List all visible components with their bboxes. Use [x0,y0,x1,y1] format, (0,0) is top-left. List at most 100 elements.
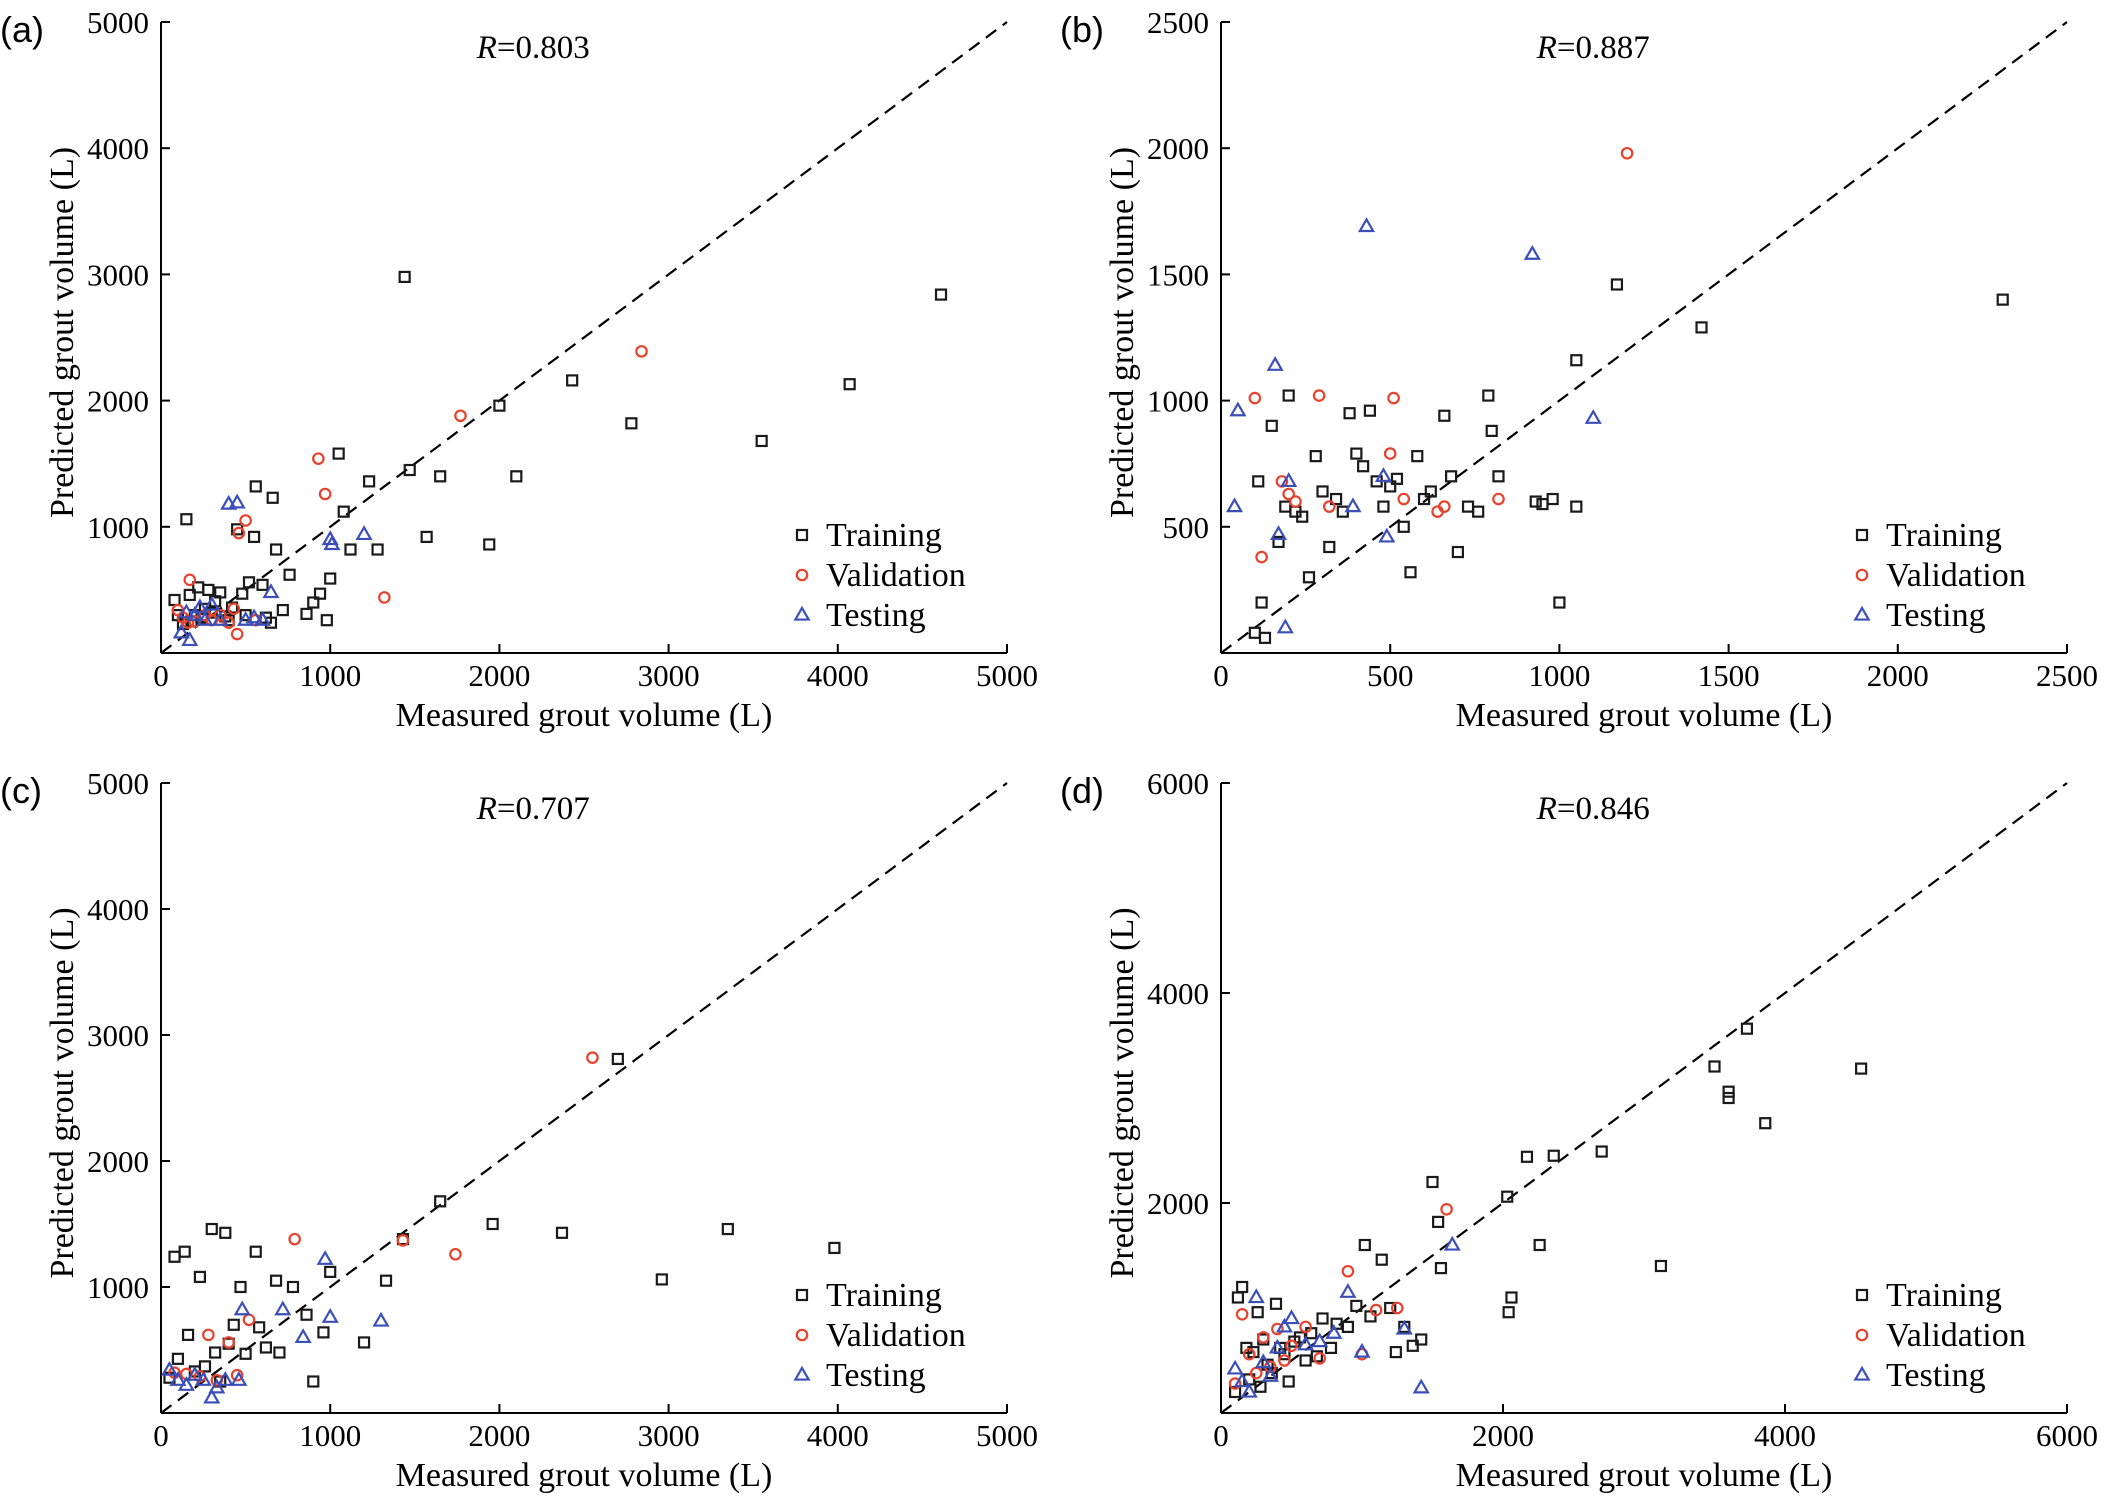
x-axis-label: Measured grout volume (L) [396,697,773,734]
data-point [324,1265,337,1278]
data-point [1302,571,1316,584]
data-point [1236,1280,1249,1294]
data-point [755,434,768,448]
data-point [372,1311,390,1327]
legend-marker [1855,1288,1869,1302]
data-point [1357,460,1370,473]
data-point [288,1232,301,1246]
data-point [247,530,261,543]
data-point [1252,475,1265,488]
data-point [225,601,239,614]
data-point [211,610,229,626]
x-tick-label: 4000 [807,658,869,693]
x-tick-label: 1000 [1528,658,1590,693]
r-value-label: R=0.887 [1536,30,1650,66]
data-point [483,538,496,551]
data-point [324,572,337,585]
data-point [181,631,199,647]
data-point [186,1365,204,1381]
legend-marker [793,1365,811,1381]
data-point [234,1280,247,1294]
data-point [1296,510,1309,523]
data-point [180,513,193,526]
series-testing [160,1250,390,1404]
data-point [934,288,948,301]
data-point [1268,1338,1286,1354]
data-point [396,1234,410,1247]
data-point [1411,450,1424,463]
data-point [1322,500,1336,513]
x-tick-label: 0 [1213,658,1229,693]
data-point [259,1341,273,1354]
data-point [1390,472,1404,485]
data-point [1389,1345,1402,1359]
data-point [1412,1378,1430,1394]
data-point [510,470,523,483]
data-point [1358,1238,1371,1252]
data-point [245,608,263,624]
data-point [169,1371,187,1386]
data-point [1341,1264,1355,1278]
legend-marker [1855,1328,1869,1342]
data-point [208,1378,226,1394]
data-point [486,1217,499,1231]
data-point [434,470,447,483]
data-point [555,1226,569,1239]
data-point [721,1222,734,1236]
y-tick-label: 1000 [1147,384,1209,419]
x-tick-label: 1000 [299,658,361,693]
data-point [1722,1085,1735,1098]
data-point [313,587,327,600]
x-tick-label: 2000 [468,658,530,693]
data-point [1375,1253,1388,1266]
data-point [1278,1354,1291,1367]
data-point [625,417,638,430]
legend-marker [795,1288,809,1302]
data-point [1461,500,1475,513]
data-point [655,1273,668,1286]
data-point [242,576,256,589]
data-point [1610,278,1624,291]
data-point [316,1250,334,1265]
data-point [1374,467,1392,482]
data-point [1415,1333,1428,1346]
data-point [1242,1347,1256,1361]
data-point [239,514,252,527]
series-training [1248,278,2009,644]
y-axis-label: Predicted grout volume (L) [44,147,81,518]
data-point [1378,527,1396,543]
data-point [1584,409,1602,424]
data-point [1233,1372,1251,1388]
data-point [1406,1339,1419,1352]
data-point [1397,520,1410,533]
legend-entry: Testing [1886,597,1986,634]
data-point [256,578,269,591]
data-point [1324,1341,1338,1355]
data-point [239,1347,252,1360]
data-point [1280,472,1298,488]
legend-entry: Validation [826,1317,966,1354]
data-point [253,610,272,626]
y-tick-label: 1000 [87,1270,149,1305]
data-point [1492,492,1505,506]
y-tick-label: 3000 [87,1018,149,1053]
legend-marker [1855,528,1869,542]
data-point [1501,1190,1514,1203]
y-tick-label: 4000 [87,131,149,166]
data-point [344,543,357,556]
x-tick-label: 500 [1367,658,1414,693]
y-tick-label: 1000 [87,510,149,545]
panel-2: 0 500 1000 1500 2000 2500 500 1000 1500 2000 2500 M… [1060,5,2098,734]
data-point [1248,626,1261,639]
data-point [357,1336,371,1349]
data-point [320,614,333,627]
data-point [1502,1306,1515,1319]
data-point [1282,1309,1301,1325]
data-point [213,608,227,622]
legend-entry: Training [1886,517,2002,554]
data-point [194,1371,212,1386]
data-point [1299,1320,1312,1334]
y-tick-label: 2000 [87,384,149,419]
y-tick-label: 4000 [1147,976,1209,1011]
